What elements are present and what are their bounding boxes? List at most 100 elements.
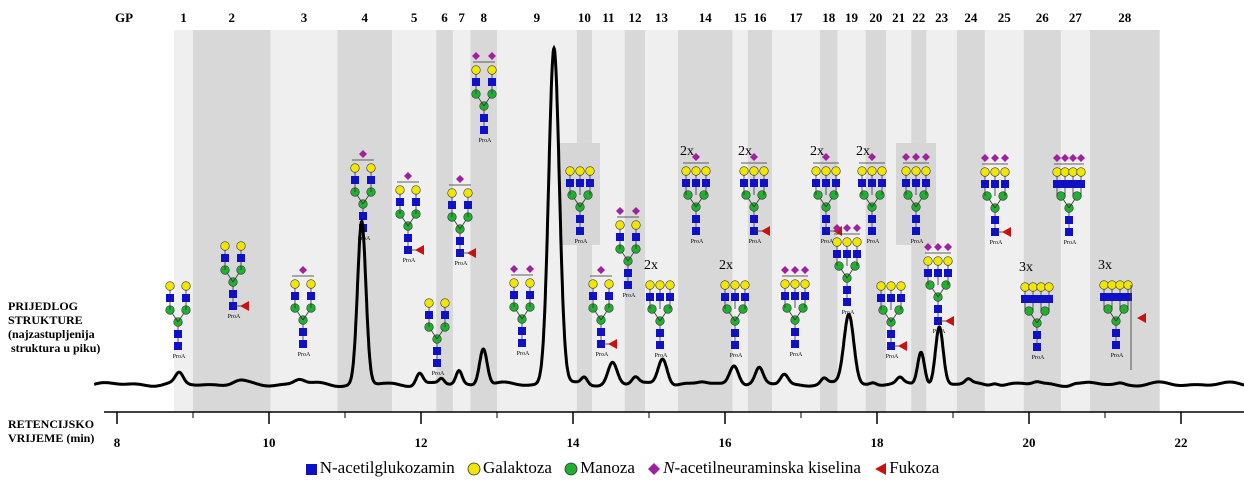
gp-label-18: 18 bbox=[822, 10, 836, 25]
glycan-23: ProA bbox=[923, 243, 954, 335]
gp-label-28: 28 bbox=[1118, 10, 1132, 25]
mannose-circle-icon bbox=[722, 304, 732, 314]
multiplier-label: 2x bbox=[738, 144, 752, 159]
glcnac-square-icon bbox=[656, 329, 664, 337]
glcnac-square-icon bbox=[1065, 228, 1073, 236]
neuac-diamond-icon bbox=[944, 243, 952, 251]
peak-band-7 bbox=[452, 30, 471, 412]
galactose-circle-icon bbox=[730, 280, 740, 290]
galactose-circle-icon bbox=[943, 256, 953, 266]
glcnac-square-icon bbox=[731, 341, 739, 349]
proa-tag: ProA bbox=[228, 314, 241, 320]
neuac-diamond-icon bbox=[912, 153, 920, 161]
galactose-circle-icon bbox=[447, 188, 457, 198]
glcnac-square-icon bbox=[887, 294, 895, 302]
neuac-diamond-icon bbox=[791, 266, 799, 274]
mannose-circle-icon bbox=[757, 190, 767, 200]
galactose-circle-icon bbox=[740, 280, 750, 290]
proa-tag: ProA bbox=[749, 239, 762, 245]
mannose-circle-icon bbox=[1040, 306, 1050, 316]
glcnac-square-icon bbox=[518, 327, 526, 335]
galactose-circle-icon bbox=[759, 166, 769, 176]
mannose-circle-icon bbox=[878, 305, 888, 315]
galactose-circle-icon bbox=[800, 279, 810, 289]
glcnac-square-icon bbox=[741, 293, 749, 301]
x-tick-label-18: 18 bbox=[871, 435, 885, 450]
galactose-circle-icon bbox=[471, 65, 481, 75]
glcnac-square-icon bbox=[912, 215, 920, 223]
neuac-diamond-icon bbox=[822, 153, 830, 161]
proa-tag: ProA bbox=[455, 261, 468, 267]
glcnac-square-icon bbox=[182, 294, 190, 302]
galactose-circle-icon bbox=[165, 281, 175, 291]
proa-tag: ProA bbox=[886, 354, 899, 360]
glcnac-square-icon bbox=[1108, 293, 1116, 301]
galactose-circle-icon bbox=[1028, 282, 1038, 292]
legend-item-neuac: N-acetilneuraminska kiselina bbox=[647, 458, 861, 478]
glcnac-square-icon bbox=[740, 179, 748, 187]
glcnac-square-icon bbox=[656, 341, 664, 349]
galactose-circle-icon bbox=[681, 166, 691, 176]
galactose-circle-icon bbox=[990, 167, 1000, 177]
neuac-diamond-icon bbox=[843, 224, 851, 232]
gp-label-21: 21 bbox=[892, 10, 905, 25]
glcnac-square-icon bbox=[822, 179, 830, 187]
glcnac-square-icon bbox=[682, 179, 690, 187]
glcnac-square-icon bbox=[229, 290, 237, 298]
glcnac-square-icon bbox=[597, 328, 605, 336]
neuac-diamond-icon bbox=[632, 207, 640, 215]
galactose-circle-icon bbox=[852, 237, 862, 247]
gp-label-24: 24 bbox=[964, 10, 978, 25]
glycan-7: ProA bbox=[447, 175, 476, 267]
gp-label-27: 27 bbox=[1069, 10, 1083, 25]
neuac-diamond-icon bbox=[1077, 154, 1085, 162]
glcnac-square-icon bbox=[510, 291, 518, 299]
mannose-circle-icon bbox=[894, 305, 904, 315]
galactose-circle-icon bbox=[901, 166, 911, 176]
glcnac-square-icon bbox=[721, 293, 729, 301]
galactose-circle-icon bbox=[811, 166, 821, 176]
glycan-19: ProA bbox=[832, 224, 862, 316]
glcnac-square-icon bbox=[1061, 180, 1069, 188]
glcnac-square-icon bbox=[307, 292, 315, 300]
galactose-circle-icon bbox=[720, 280, 730, 290]
gp-label-16: 16 bbox=[753, 10, 767, 25]
peak-band-2 bbox=[193, 30, 271, 412]
fucose-triangle-icon bbox=[945, 316, 954, 326]
fucose-triangle-icon bbox=[875, 463, 887, 476]
glcnac-square-icon bbox=[922, 179, 930, 187]
mannose-circle-icon bbox=[919, 190, 929, 200]
glcnac-square-icon bbox=[412, 198, 420, 206]
glcnac-square-icon bbox=[359, 212, 367, 220]
mannose-circle-icon bbox=[663, 304, 673, 314]
peak-band-15 bbox=[732, 30, 748, 412]
legend-label-neuac-prefix: N bbox=[663, 458, 675, 477]
galactose-circle-icon bbox=[306, 279, 316, 289]
proa-tag: ProA bbox=[790, 352, 803, 358]
galactose-circle-icon bbox=[236, 241, 246, 251]
multiplier-label: 2x bbox=[644, 258, 658, 273]
glcnac-square-icon bbox=[480, 126, 488, 134]
glcnac-square-icon bbox=[518, 339, 526, 347]
gp-label-8: 8 bbox=[480, 10, 487, 25]
mannose-circle-icon bbox=[834, 261, 844, 271]
glycan-3: ProA bbox=[290, 266, 316, 358]
glycan-24: ProA bbox=[980, 154, 1011, 246]
glcnac-square-icon bbox=[1069, 180, 1077, 188]
galactose-circle-icon bbox=[588, 279, 598, 289]
x-axis-label-line-1: RETENCIJSKO bbox=[8, 417, 94, 431]
gp-label-26: 26 bbox=[1036, 10, 1050, 25]
structure-label-line-4: struktura u piku) bbox=[8, 341, 100, 355]
glcnac-square-icon bbox=[1065, 216, 1073, 224]
galactose-circle-icon bbox=[395, 185, 405, 195]
glcnac-square-icon bbox=[566, 179, 574, 187]
mannose-circle-icon bbox=[782, 303, 792, 313]
mannose-circle-icon bbox=[1072, 191, 1082, 201]
gp-label-17: 17 bbox=[790, 10, 804, 25]
glycan-2: ProA bbox=[220, 241, 249, 320]
glycan-16: ProA 2x bbox=[738, 144, 770, 245]
mannose-circle-icon bbox=[982, 191, 992, 201]
glcnac-square-icon bbox=[791, 340, 799, 348]
legend-label-fucose: Fukoza bbox=[889, 458, 940, 477]
x-tick-label-20: 20 bbox=[1023, 435, 1036, 450]
